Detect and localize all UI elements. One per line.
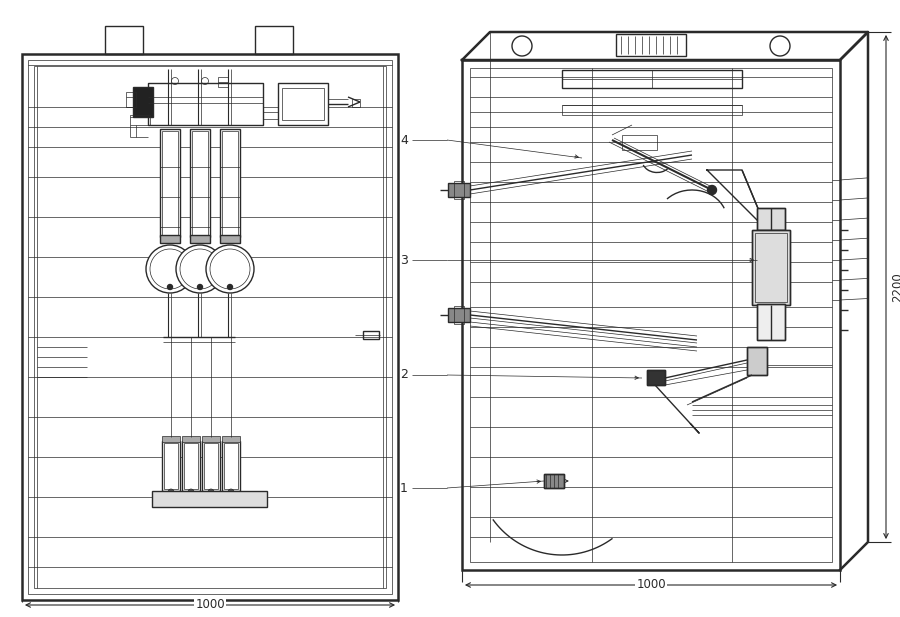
Bar bbox=[182, 441, 200, 491]
Bar bbox=[204, 443, 218, 489]
Bar bbox=[752, 230, 790, 305]
Bar bbox=[160, 129, 180, 237]
Bar bbox=[462, 60, 840, 570]
Bar bbox=[622, 135, 657, 150]
Bar bbox=[757, 304, 785, 340]
Circle shape bbox=[208, 489, 214, 495]
Text: 2: 2 bbox=[400, 368, 408, 381]
Bar bbox=[470, 68, 832, 562]
Circle shape bbox=[146, 245, 194, 293]
Bar bbox=[152, 491, 267, 507]
Bar bbox=[222, 131, 238, 235]
Circle shape bbox=[707, 186, 716, 194]
Text: 2200: 2200 bbox=[892, 272, 900, 302]
Bar bbox=[544, 474, 564, 488]
Bar bbox=[544, 474, 564, 488]
Bar bbox=[757, 208, 785, 230]
Circle shape bbox=[228, 489, 234, 495]
Bar bbox=[126, 92, 136, 107]
Bar bbox=[130, 115, 150, 125]
Bar bbox=[192, 131, 208, 235]
Bar bbox=[562, 105, 742, 115]
Text: 4: 4 bbox=[400, 133, 408, 146]
Bar bbox=[755, 233, 787, 302]
Bar bbox=[282, 88, 324, 120]
Text: 3: 3 bbox=[400, 254, 408, 267]
Text: 1: 1 bbox=[400, 481, 408, 494]
Bar bbox=[448, 308, 470, 322]
Bar bbox=[752, 230, 790, 305]
Bar bbox=[105, 26, 143, 54]
Bar bbox=[363, 331, 379, 339]
Bar bbox=[202, 441, 220, 491]
Bar bbox=[616, 34, 686, 56]
Circle shape bbox=[188, 489, 194, 495]
Bar bbox=[647, 370, 665, 385]
Bar bbox=[757, 208, 785, 230]
Bar bbox=[218, 77, 228, 87]
Bar bbox=[162, 436, 180, 442]
Circle shape bbox=[167, 284, 173, 289]
Text: 1000: 1000 bbox=[195, 598, 225, 611]
Bar bbox=[34, 66, 386, 588]
Circle shape bbox=[176, 245, 224, 293]
Bar bbox=[255, 26, 293, 54]
Bar bbox=[148, 83, 263, 125]
Circle shape bbox=[228, 284, 232, 289]
Bar bbox=[222, 436, 240, 442]
Bar bbox=[747, 347, 767, 375]
Bar bbox=[562, 70, 742, 88]
Bar bbox=[164, 443, 178, 489]
Bar bbox=[182, 436, 200, 442]
Bar bbox=[747, 347, 767, 375]
Bar bbox=[133, 87, 153, 117]
Bar bbox=[222, 441, 240, 491]
Bar bbox=[202, 436, 220, 442]
Bar bbox=[160, 235, 180, 243]
Bar bbox=[224, 443, 238, 489]
Bar bbox=[757, 304, 785, 340]
Bar bbox=[162, 131, 178, 235]
Bar bbox=[278, 83, 328, 125]
Bar bbox=[220, 129, 240, 237]
Circle shape bbox=[197, 284, 202, 289]
Bar bbox=[352, 99, 360, 107]
Bar bbox=[448, 183, 470, 197]
Bar bbox=[22, 54, 398, 600]
Circle shape bbox=[206, 245, 254, 293]
Bar bbox=[28, 60, 392, 594]
Text: 1000: 1000 bbox=[636, 579, 666, 592]
Bar bbox=[162, 441, 180, 491]
Bar bbox=[454, 306, 464, 324]
Bar bbox=[220, 235, 240, 243]
Bar bbox=[190, 129, 210, 237]
Bar bbox=[647, 370, 665, 385]
Bar bbox=[148, 83, 263, 125]
Bar bbox=[454, 181, 464, 199]
Circle shape bbox=[168, 489, 174, 495]
Bar bbox=[190, 235, 210, 243]
Bar bbox=[184, 443, 198, 489]
